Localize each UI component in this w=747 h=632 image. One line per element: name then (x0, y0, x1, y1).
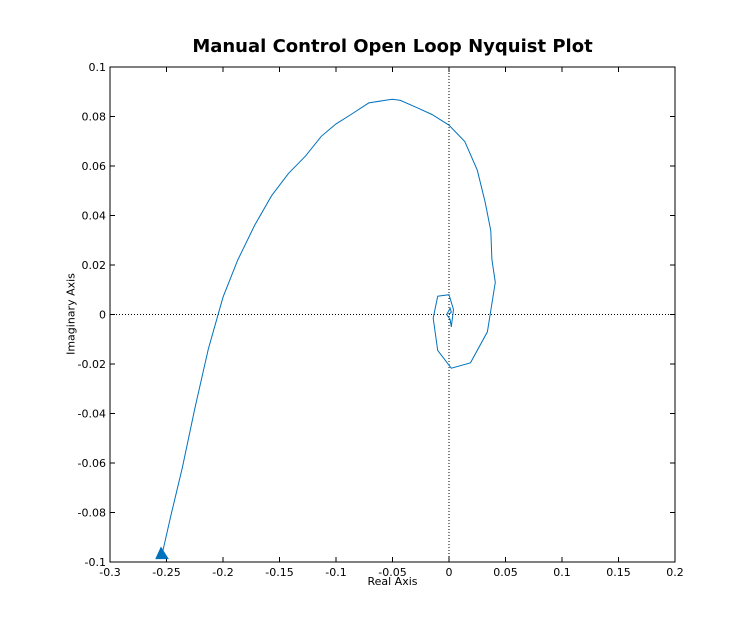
y-tick-label: 0 (99, 309, 106, 322)
x-tick-label: -0.15 (265, 566, 293, 579)
reference-lines (110, 67, 675, 562)
y-tick-label: 0.04 (82, 210, 107, 223)
x-tick-label: 0.15 (606, 566, 631, 579)
x-tick-label: 0.05 (493, 566, 518, 579)
y-tick-label: -0.02 (78, 358, 106, 371)
y-tick-label: 0.1 (89, 61, 107, 74)
x-tick-label: -0.3 (99, 566, 120, 579)
y-tick-label: 0.08 (82, 111, 107, 124)
y-tick-label: 0.06 (82, 160, 107, 173)
x-tick-label: -0.2 (212, 566, 233, 579)
y-tick-label: -0.1 (85, 556, 106, 569)
x-axis-label: Real Axis (367, 575, 418, 588)
chart-title: Manual Control Open Loop Nyquist Plot (192, 36, 593, 57)
y-tick-label: -0.06 (78, 457, 106, 470)
y-tick-label: -0.08 (78, 507, 106, 520)
x-tick-label: -0.1 (325, 566, 346, 579)
x-tick-label: -0.05 (378, 566, 406, 579)
x-axis-ticks: -0.3 -0.25 -0.2 -0.15 -0.1 -0.05 0 0.05 0.1 0.15 0… (99, 67, 684, 579)
nyquist-curve (161, 98, 496, 555)
series-layer (155, 98, 496, 560)
y-tick-label: 0.02 (82, 259, 107, 272)
x-tick-label: -0.25 (152, 566, 180, 579)
x-tick-label: 0.2 (666, 566, 684, 579)
y-axis-ticks: -0.1 -0.08 -0.06 -0.04 -0.02 0 0.02 0.04 0.06 0.0… (78, 61, 675, 569)
x-tick-label: 0.1 (553, 566, 571, 579)
y-tick-label: -0.04 (78, 408, 106, 421)
x-tick-label: 0 (446, 566, 453, 579)
start-marker-triangle (155, 546, 169, 560)
y-axis-label: Imaginary Axis (64, 273, 78, 355)
